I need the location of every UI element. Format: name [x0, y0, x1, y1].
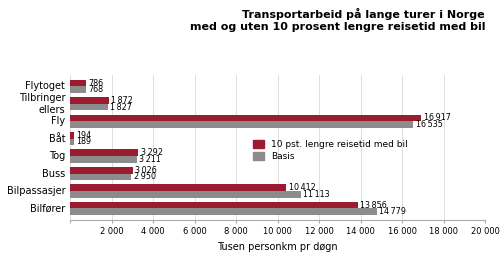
- Bar: [70, 104, 108, 110]
- Text: 10 412: 10 412: [288, 183, 316, 192]
- Bar: [70, 132, 74, 139]
- Bar: [70, 174, 131, 180]
- Bar: [70, 80, 86, 86]
- Text: 3 211: 3 211: [139, 155, 161, 164]
- Bar: [70, 121, 413, 128]
- Legend: 10 pst. lengre reisetid med bil, Basis: 10 pst. lengre reisetid med bil, Basis: [253, 140, 408, 161]
- Text: 768: 768: [88, 85, 104, 94]
- Text: 194: 194: [76, 131, 92, 140]
- Text: 14 779: 14 779: [379, 207, 406, 216]
- Bar: [70, 202, 358, 209]
- Text: 2 950: 2 950: [134, 172, 156, 181]
- Text: 13 856: 13 856: [360, 201, 387, 210]
- Text: 16 917: 16 917: [424, 113, 450, 122]
- Text: 3 026: 3 026: [136, 166, 157, 175]
- Text: 16 535: 16 535: [416, 120, 442, 129]
- Bar: [70, 97, 109, 104]
- Bar: [70, 156, 136, 163]
- Bar: [70, 184, 286, 191]
- Text: 1 827: 1 827: [110, 103, 132, 112]
- Text: 3 292: 3 292: [141, 148, 163, 157]
- Bar: [70, 167, 133, 174]
- Text: 11 113: 11 113: [303, 190, 330, 199]
- Bar: [70, 191, 300, 198]
- Bar: [70, 150, 138, 156]
- Bar: [70, 86, 86, 93]
- X-axis label: Tusen personkm pr døgn: Tusen personkm pr døgn: [217, 242, 338, 252]
- Bar: [70, 115, 421, 121]
- Bar: [70, 139, 74, 145]
- Bar: [70, 209, 376, 215]
- Text: 1 872: 1 872: [112, 96, 133, 105]
- Text: 786: 786: [89, 79, 104, 88]
- Text: Transportarbeid på lange turer i Norge
med og uten 10 prosent lengre reisetid me: Transportarbeid på lange turer i Norge m…: [190, 8, 485, 32]
- Text: 189: 189: [76, 137, 92, 147]
